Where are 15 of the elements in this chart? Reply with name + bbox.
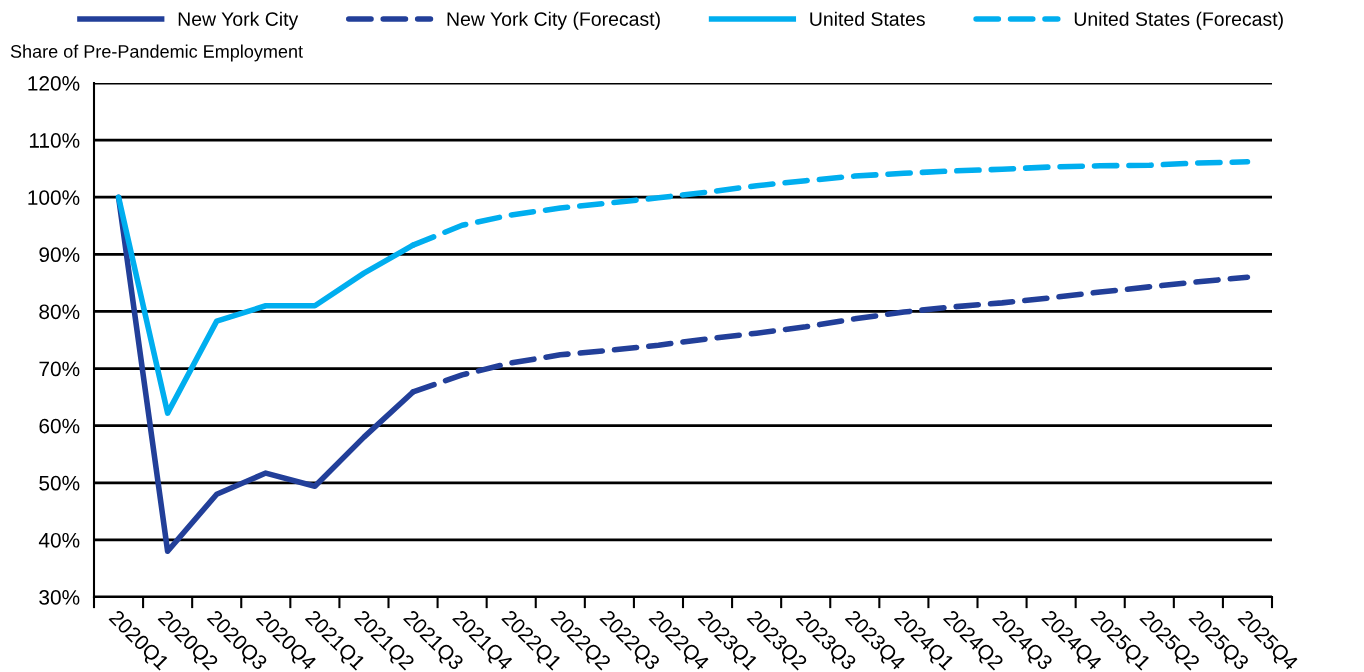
y-tick-label: 120%: [28, 76, 80, 91]
legend-label: United States (Forecast): [1074, 11, 1283, 30]
legend-label: United States: [810, 11, 925, 26]
y-tick-label: 110%: [29, 133, 80, 148]
legend-label: New York City: [178, 11, 299, 30]
y-tick-label: 60%: [39, 418, 80, 434]
y-tick-label: 100%: [28, 190, 80, 205]
y-tick-label: 40%: [38, 532, 80, 548]
y-tick-label: 50%: [39, 475, 80, 491]
legend-label: New York City (Forecast): [447, 11, 660, 30]
y-tick-label: 70%: [39, 361, 80, 377]
y-axis-title: Share of Pre-Pandemic Employment: [10, 44, 303, 62]
y-tick-label: 90%: [39, 247, 80, 263]
y-tick-label: 30%: [39, 590, 80, 605]
y-tick-label: 80%: [39, 304, 80, 320]
